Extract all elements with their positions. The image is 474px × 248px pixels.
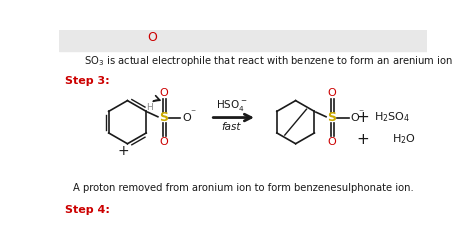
Text: O: O: [160, 137, 168, 147]
Text: ⁻: ⁻: [358, 109, 364, 119]
Bar: [59, 30, 427, 51]
Text: S: S: [327, 111, 336, 124]
Text: +: +: [356, 110, 369, 125]
Text: H$_2$SO$_4$: H$_2$SO$_4$: [374, 111, 410, 124]
Text: O: O: [147, 31, 157, 44]
Text: SO$_3$ is actual electrophile that react with benzene to form an arenium ion: SO$_3$ is actual electrophile that react…: [84, 54, 453, 67]
Text: +: +: [118, 144, 129, 158]
Text: H: H: [146, 103, 153, 112]
Text: Step 3:: Step 3:: [65, 76, 110, 86]
Text: O: O: [328, 137, 337, 147]
Text: ⁻: ⁻: [190, 109, 195, 119]
Text: A proton removed from aronium ion to form benzenesulphonate ion.: A proton removed from aronium ion to for…: [73, 183, 413, 193]
Text: O: O: [328, 88, 337, 98]
Text: H$_2$O: H$_2$O: [392, 132, 416, 146]
Text: O: O: [182, 113, 191, 123]
Text: HSO$_4^-$: HSO$_4^-$: [216, 98, 247, 114]
Text: +: +: [356, 132, 369, 147]
Text: Step 4:: Step 4:: [65, 205, 110, 215]
Text: O: O: [160, 88, 168, 98]
Text: S: S: [159, 111, 168, 124]
Text: fast: fast: [221, 122, 241, 132]
Text: O: O: [350, 113, 359, 123]
